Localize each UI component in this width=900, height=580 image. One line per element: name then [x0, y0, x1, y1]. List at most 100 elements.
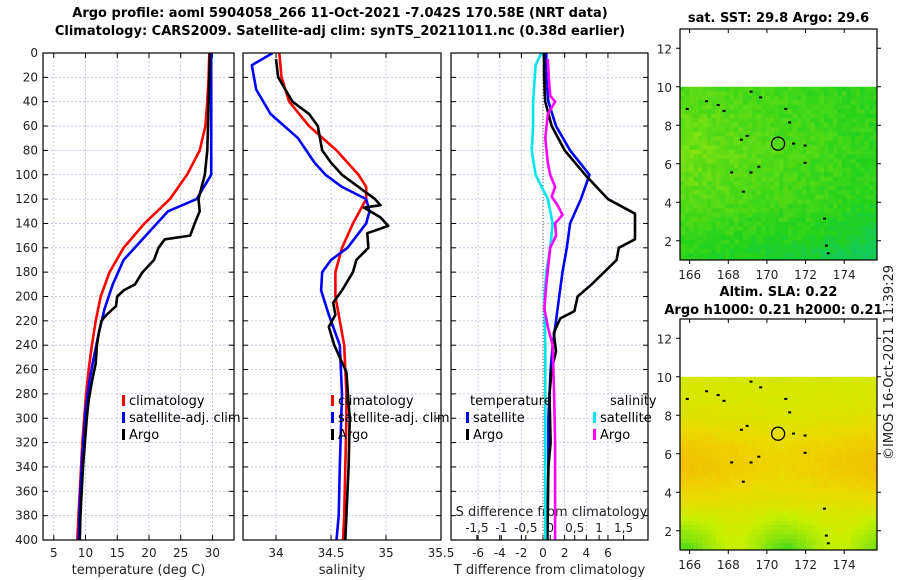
map-cell	[810, 430, 815, 436]
map-cell	[698, 502, 703, 508]
map-cell	[815, 498, 820, 504]
map-cell	[747, 217, 752, 223]
map-cell	[815, 248, 820, 254]
map-cell	[743, 217, 748, 223]
map-frame	[679, 28, 878, 261]
map-cell	[693, 475, 698, 481]
map-cell	[851, 426, 856, 432]
x-tick-label: 166	[678, 268, 701, 282]
map-cell	[833, 408, 838, 414]
map-cell	[819, 109, 824, 115]
map-cell	[747, 376, 752, 382]
map-cell	[855, 208, 860, 214]
map-cell	[792, 399, 797, 405]
map-cell	[855, 421, 860, 427]
map-cell	[743, 435, 748, 441]
map-cell	[693, 86, 698, 92]
map-cell	[873, 86, 877, 92]
map-cell	[783, 122, 788, 128]
map-cell	[797, 525, 802, 531]
map-cell	[720, 403, 725, 409]
map-cell	[774, 534, 779, 540]
map-cell	[770, 244, 775, 250]
map-cell	[720, 176, 725, 182]
map-cell	[707, 525, 712, 531]
map-cell	[860, 462, 865, 468]
map-cell	[716, 403, 721, 409]
map-cell	[833, 199, 838, 205]
map-cell	[707, 226, 712, 232]
map-cell	[729, 203, 734, 209]
map-cell	[765, 376, 770, 382]
map-cell	[761, 167, 766, 173]
map-cell	[851, 516, 856, 522]
map-cell	[684, 489, 689, 495]
map-cell	[819, 239, 824, 245]
map-cell	[846, 498, 851, 504]
map-cell	[819, 172, 824, 178]
map-cell	[729, 95, 734, 101]
map-cell	[702, 538, 707, 544]
map-cell	[833, 502, 838, 508]
map-cell	[864, 158, 869, 164]
map-cell	[869, 118, 874, 124]
map-cell	[720, 145, 725, 151]
map-cell	[761, 203, 766, 209]
map-cell	[810, 244, 815, 250]
map-cell	[743, 385, 748, 391]
map-cell	[698, 154, 703, 160]
map-cell	[734, 190, 739, 196]
map-cell	[756, 145, 761, 151]
map-cell	[855, 113, 860, 119]
map-cell	[684, 95, 689, 101]
y-tick-label: 8	[664, 409, 672, 423]
map-cell	[684, 439, 689, 445]
map-cell	[842, 493, 847, 499]
map-cell	[815, 435, 820, 441]
map-cell	[873, 154, 877, 160]
map-cell	[734, 194, 739, 200]
map-cell	[815, 122, 820, 128]
map-cell	[707, 511, 712, 517]
map-cell	[815, 100, 820, 106]
map-cell	[869, 376, 874, 382]
map-cell	[707, 131, 712, 137]
temperature-panel: 5 10 15 20 25 3002040608010012014016018020022…	[15, 46, 241, 578]
map-cell	[851, 185, 856, 191]
map-cell	[689, 257, 694, 261]
map-cell	[819, 190, 824, 196]
map-cell	[774, 118, 779, 124]
map-cell	[725, 109, 730, 115]
map-cell	[747, 444, 752, 450]
map-cell	[729, 185, 734, 191]
map-cell	[806, 244, 811, 250]
y-tick-label: 2	[664, 235, 672, 249]
map-cell	[711, 208, 716, 214]
map-cell	[774, 507, 779, 513]
map-cell	[734, 86, 739, 92]
map-cell	[810, 376, 815, 382]
map-cell	[752, 435, 757, 441]
map-cell	[833, 244, 838, 250]
map-cell	[756, 221, 761, 227]
map-cell	[774, 122, 779, 128]
map-cell	[855, 394, 860, 400]
map-cell	[756, 466, 761, 472]
map-cell	[810, 381, 815, 387]
map-cell	[734, 457, 739, 463]
map-cell	[738, 457, 743, 463]
map-cell	[738, 453, 743, 459]
map-cell	[851, 399, 856, 405]
map-cell	[873, 520, 877, 526]
map-cell	[747, 394, 752, 400]
island-coastline	[757, 455, 761, 458]
map-cell	[828, 109, 833, 115]
y-tick-label: 4	[664, 486, 672, 500]
map-cell	[851, 140, 856, 146]
x-tick-label: -2	[515, 546, 527, 560]
map-cell	[774, 194, 779, 200]
map-cell	[725, 421, 730, 427]
map-cell	[855, 376, 860, 382]
map-cell	[860, 534, 865, 540]
map-cell	[707, 408, 712, 414]
